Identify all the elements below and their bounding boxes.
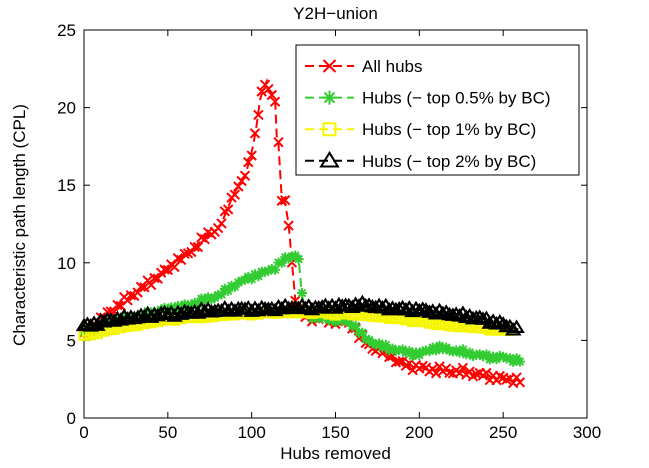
series-markers [78, 306, 516, 341]
y-tick-label: 20 [57, 99, 76, 118]
legend-label: Hubs (− top 1% by BC) [362, 120, 536, 139]
x-tick-label: 200 [405, 423, 433, 442]
legend-box [295, 44, 580, 176]
x-tick-label: 300 [573, 423, 601, 442]
x-marker-icon [322, 59, 337, 73]
legend-item-all-hubs: All hubs [305, 57, 422, 76]
y-tick-label: 25 [57, 21, 76, 40]
axes: 0 50 100 150 200 250 300 0 5 10 15 20 25 [57, 21, 601, 442]
legend: All hubs Hubs (− top 0.5% by BC) Hubs (− t… [295, 44, 580, 176]
legend-item-hubs-top-2-by-bc: Hubs (− top 2% by BC) [305, 150, 536, 171]
chart-title: Y2H−union [293, 4, 378, 23]
square-marker-icon [322, 122, 337, 137]
legend-label: All hubs [362, 57, 422, 76]
x-tick-label: 0 [79, 423, 88, 442]
y-tick-label: 0 [67, 409, 76, 428]
y-tick-label: 10 [57, 254, 76, 273]
series-markers [75, 294, 525, 336]
x-tick-label: 50 [158, 423, 177, 442]
x-tick-label: 250 [489, 423, 517, 442]
x-tick-label: 100 [237, 423, 265, 442]
triangle-up-marker-icon [319, 150, 340, 168]
x-axis-label: Hubs removed [280, 444, 391, 463]
series-hubs-top-2-by-bc [75, 294, 525, 336]
y-tick-label: 15 [57, 176, 76, 195]
legend-item-hubs-top-0-5-by-bc: Hubs (− top 0.5% by BC) [305, 89, 551, 108]
legend-label: Hubs (− top 0.5% by BC) [362, 89, 551, 108]
legend-item-hubs-top-1-by-bc: Hubs (− top 1% by BC) [305, 120, 536, 139]
x-tick-label: 150 [321, 423, 349, 442]
asterisk-marker-icon [322, 90, 337, 105]
legend-label: Hubs (− top 2% by BC) [362, 152, 536, 171]
y-tick-label: 5 [67, 331, 76, 350]
